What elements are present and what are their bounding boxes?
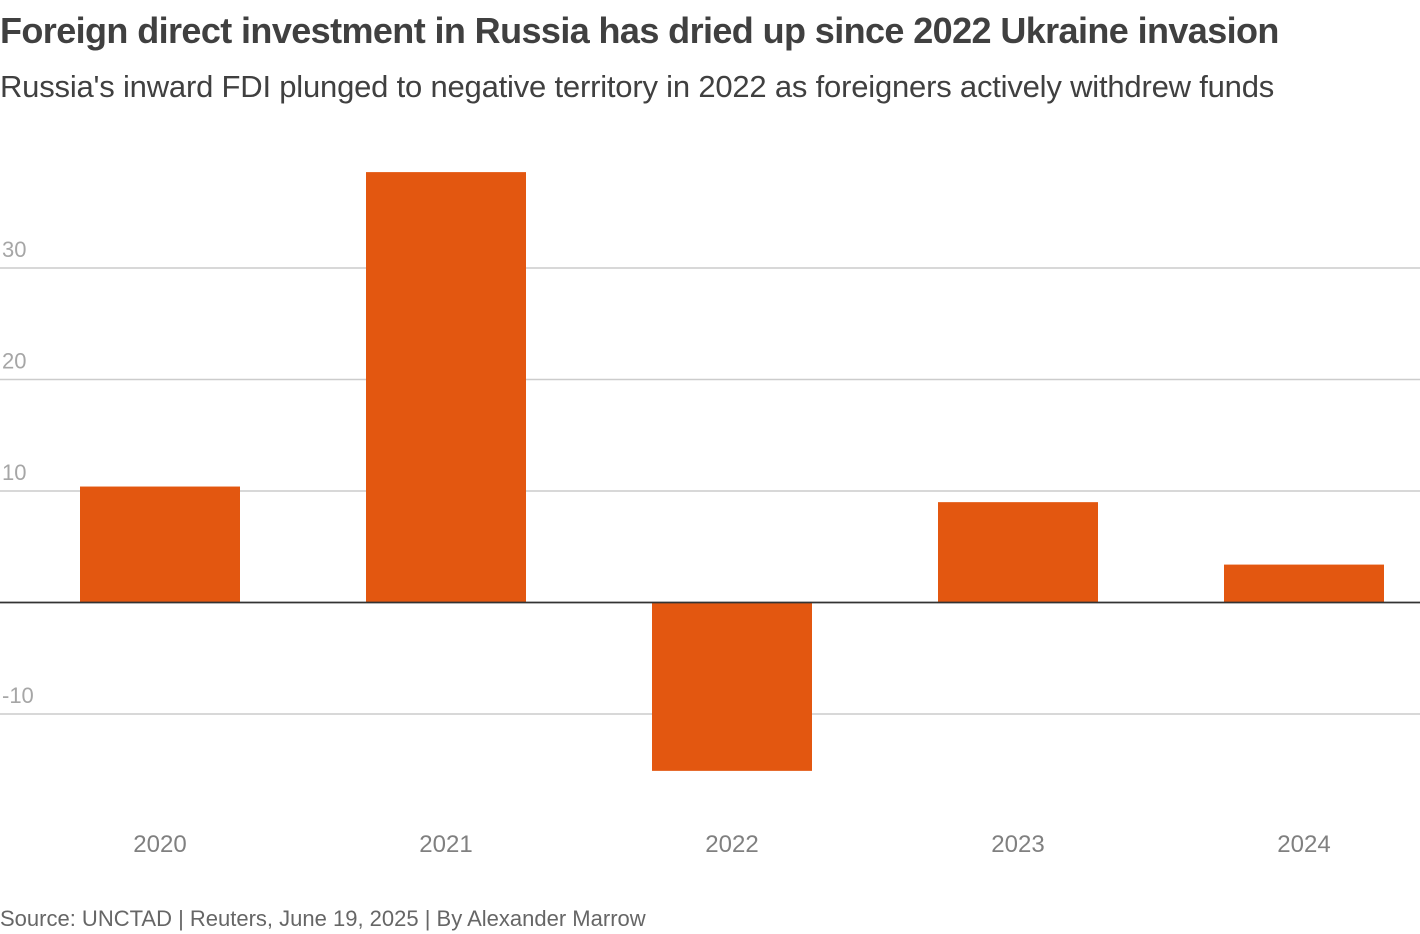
bar-2022 xyxy=(652,602,812,771)
bars xyxy=(80,172,1384,771)
x-tick-label: 2024 xyxy=(1277,831,1330,858)
x-tick-label: 2023 xyxy=(991,831,1044,858)
chart-title: Foreign direct investment in Russia has … xyxy=(0,10,1279,51)
y-tick-label: 30 xyxy=(2,237,26,262)
source-footer: Source: UNCTAD | Reuters, June 19, 2025 … xyxy=(0,906,646,931)
x-tick-label: 2021 xyxy=(419,831,472,858)
bar-2021 xyxy=(366,172,526,603)
bar-2024 xyxy=(1224,564,1384,603)
y-tick-label: -10 xyxy=(2,683,34,708)
x-axis-tick-labels: 2020 2021 2022 2023 2024 xyxy=(133,831,1330,858)
x-tick-label: 2020 xyxy=(133,831,186,858)
bar-2023 xyxy=(938,502,1098,603)
y-tick-label: 10 xyxy=(2,460,26,485)
bar-2020 xyxy=(80,486,240,603)
x-tick-label: 2022 xyxy=(705,831,758,858)
y-axis-tick-labels: -10 10 20 30 xyxy=(2,237,34,708)
y-tick-label: 20 xyxy=(2,349,26,374)
chart-subtitle: Russia's inward FDI plunged to negative … xyxy=(0,69,1275,104)
